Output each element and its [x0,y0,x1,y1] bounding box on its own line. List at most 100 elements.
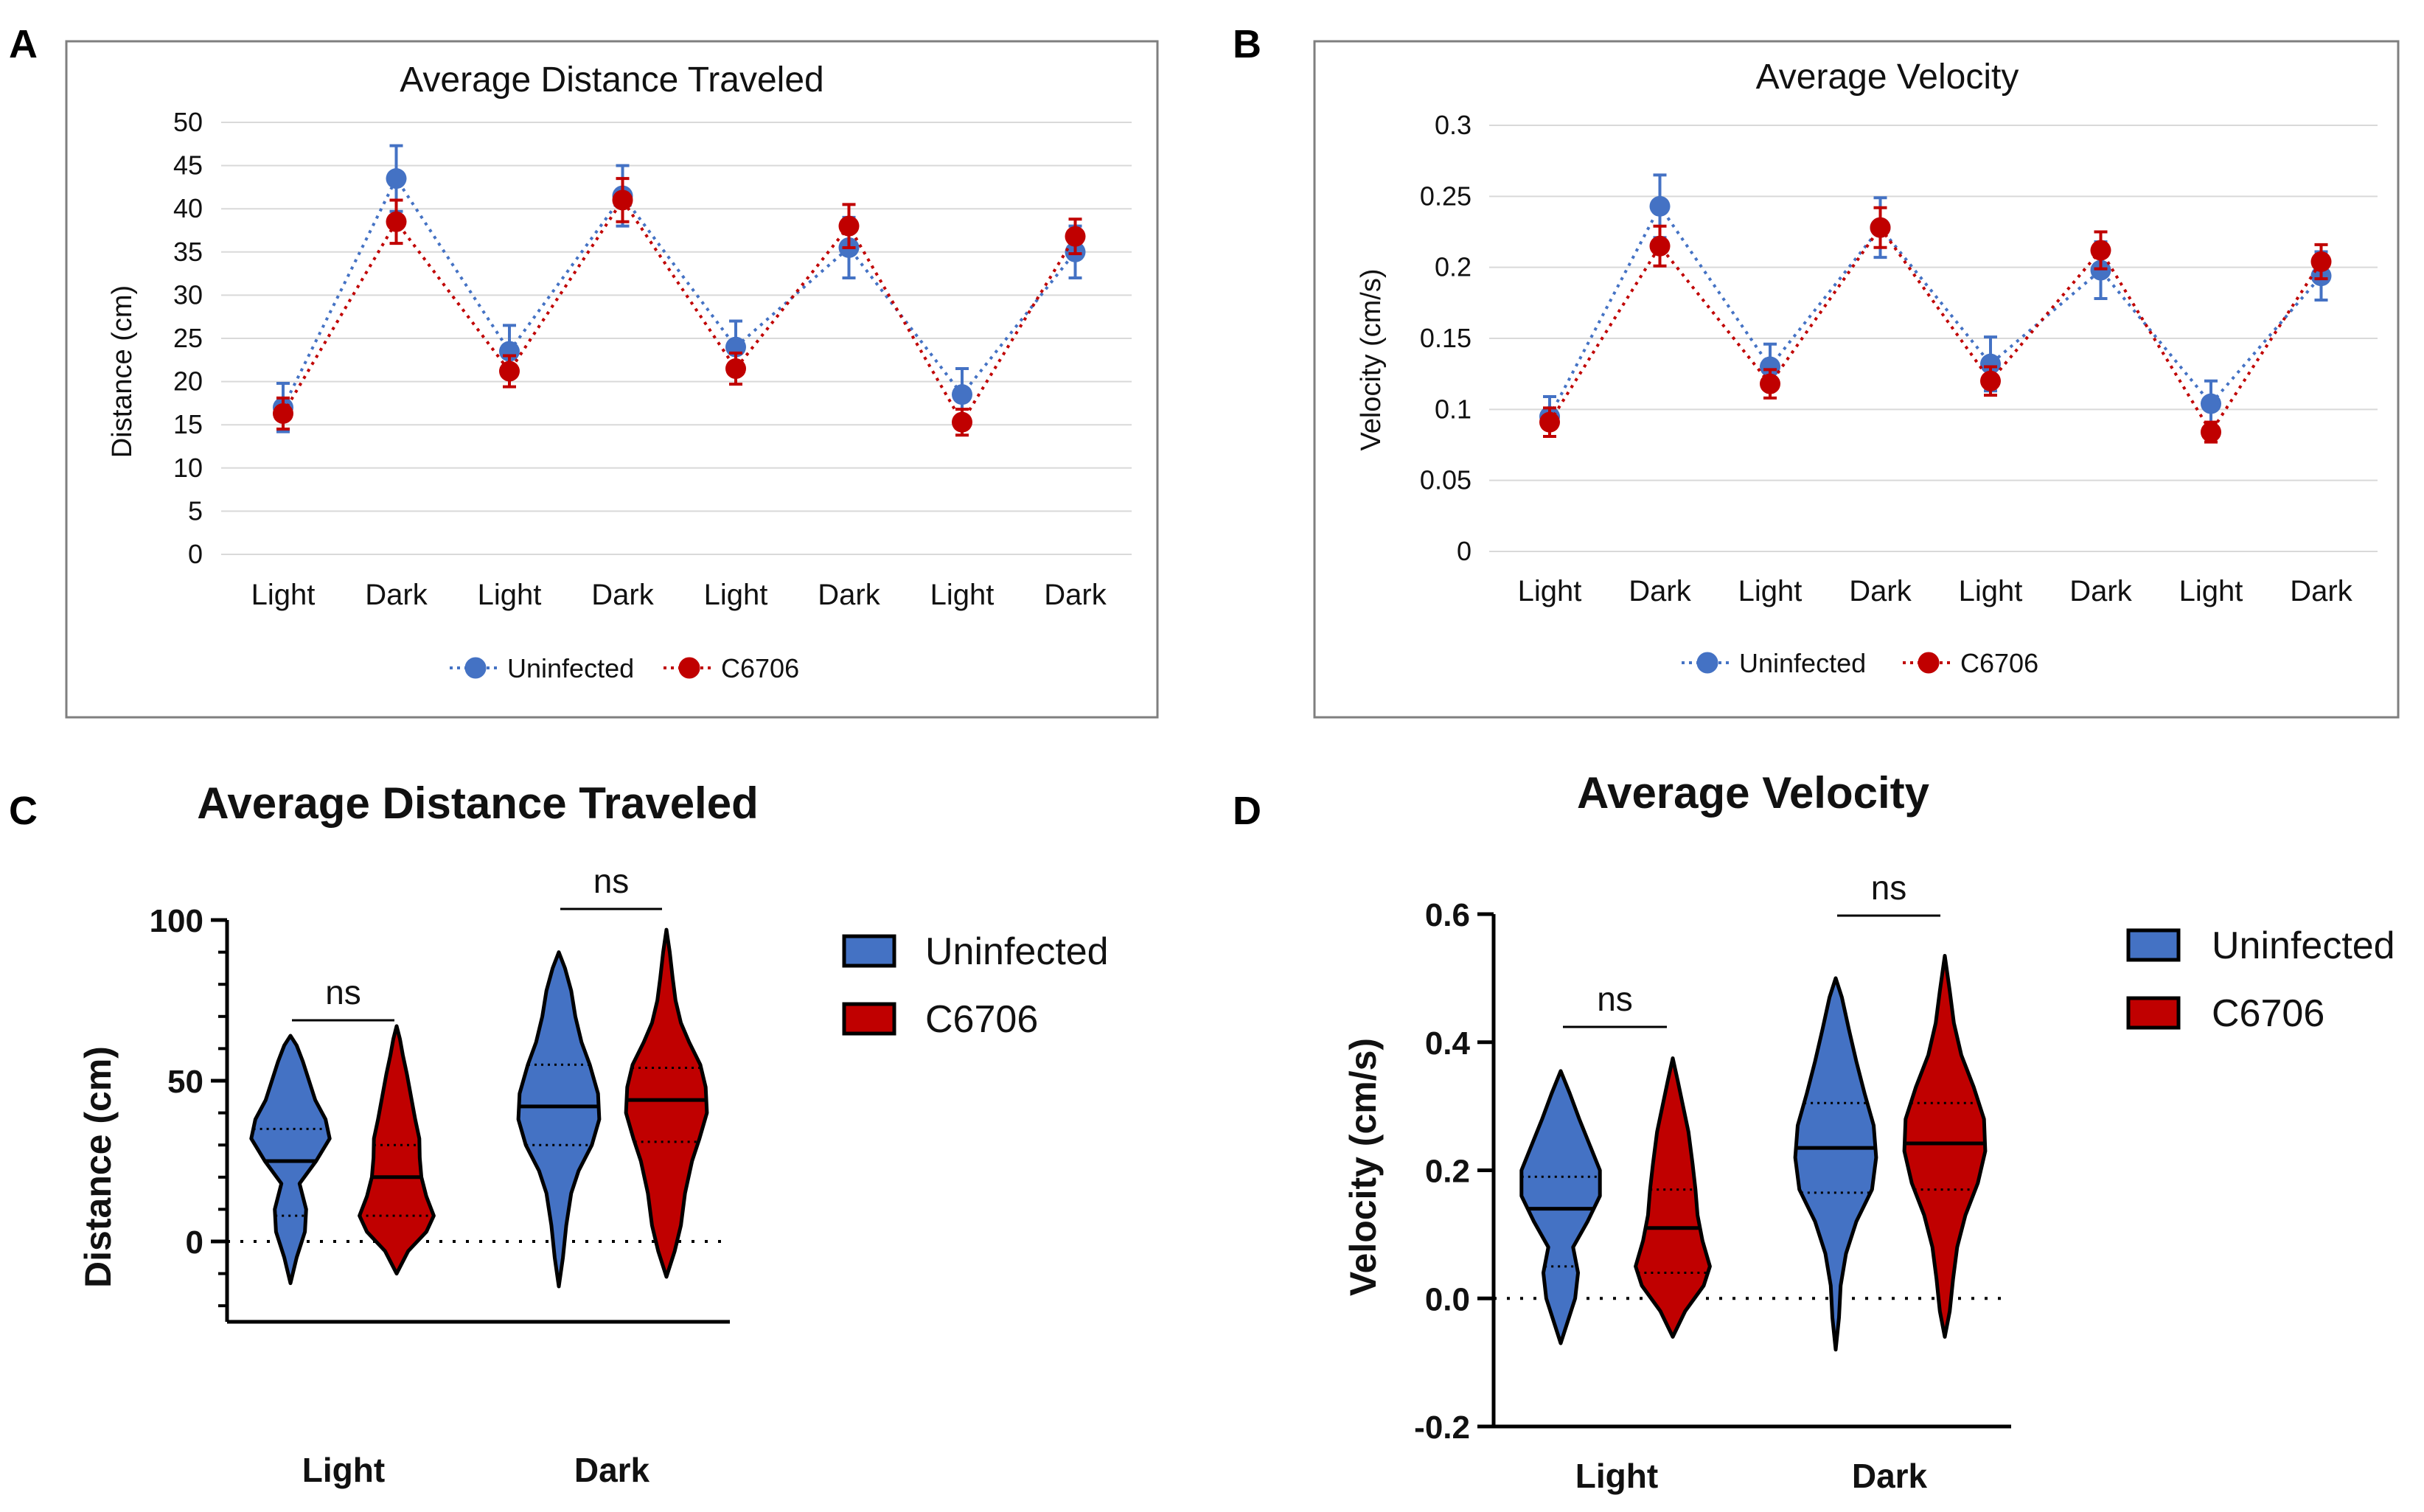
y-axis-label: Velocity (cm/s) [1356,268,1387,450]
violins [249,927,709,1289]
legend-label-uninfected: Uninfected [925,930,1109,973]
data-point [1870,217,1891,238]
x-tick-label: Dark [365,579,428,611]
y-tick-label: 0.05 [1420,465,1472,495]
x-tick-label: Dark [1852,1457,1928,1495]
violin-c6706-light [358,1024,436,1276]
x-tick-label: Light [1959,575,2023,607]
panel-a-line-chart: Average Distance Traveled Distance (cm) … [65,40,1159,719]
x-tick-label: Light [1518,575,1582,607]
legend-swatch-uninfected [2126,928,2181,962]
legend-label-c6706: C6706 [2212,992,2324,1035]
data-marks [1539,173,2332,444]
violin-uninfected-dark [1793,976,1878,1352]
x-tick-label: Dark [1629,575,1691,607]
x-tick-label: Light [2179,575,2243,607]
data-point [1760,373,1780,394]
legend-label-uninfected: Uninfected [2212,924,2395,967]
violin-c6706-light [1634,1056,1712,1339]
y-tick-labels: 0 5 10 15 20 25 30 35 40 45 50 [173,107,203,569]
x-tick-label: Light [704,579,768,611]
y-tick-label: 15 [173,409,203,439]
series-line-uninfected [1548,203,2323,417]
significance-label: ns [1597,980,1633,1018]
legend-label-c6706: C6706 [1960,648,2038,678]
y-tick-label: 0.15 [1420,323,1472,353]
x-tick-label: Dark [1849,575,1912,607]
x-tick-label: Dark [2069,575,2132,607]
series-line-c6706 [1548,225,2323,435]
data-point [2310,251,2332,272]
data-point [952,411,972,433]
significance-label: ns [325,973,361,1011]
violin-c6706-dark [624,927,709,1279]
y-tick-label: 50 [167,1064,203,1100]
chart-title: Average Distance Traveled [197,778,759,828]
data-point [386,211,407,232]
data-point [1649,235,1671,257]
y-tick-label: 30 [173,279,203,310]
y-tick-label: 100 [150,903,203,939]
y-tick-label: 0.0 [1425,1281,1470,1317]
data-point [273,403,293,424]
legend-marker-c6706 [678,657,700,679]
x-tick-labels: Light Dark [302,1451,650,1489]
y-axis-label: Velocity (cm/s) [1342,1038,1384,1296]
y-tick-label: 35 [173,237,203,267]
significance-label: ns [1871,868,1907,907]
y-tick-label: 40 [173,193,203,223]
x-tick-labels: Light Dark Light Dark Light Dark Light Dark [1518,575,2353,607]
series-line-uninfected [282,175,1077,408]
y-tick-labels: -0.2 0.0 0.2 0.4 0.6 [1414,897,1470,1446]
x-tick-label: Dark [591,579,654,611]
data-point [725,358,746,380]
y-tick-label: 10 [173,453,203,483]
y-tick-label: 0 [188,539,203,569]
legend-label-c6706: C6706 [721,653,799,683]
data-point [499,360,520,382]
data-point [838,215,860,237]
violin-c6706-dark [1902,953,1988,1339]
y-axis-label: Distance (cm) [77,1046,119,1288]
legend: Uninfected C6706 [842,930,1109,1041]
data-point [1980,353,2001,374]
legend-label-uninfected: Uninfected [507,653,634,683]
legend-swatch-c6706 [2126,996,2181,1030]
legend-marker-c6706 [1918,652,1940,674]
data-point [386,168,407,189]
y-tick-label: 0 [186,1224,203,1261]
panel-d-violin-chart: Average Velocity Velocity (cm/s) -0.2 0.0… [1342,768,2395,1495]
panel-label-b: B [1233,22,1261,66]
x-tick-label: Light [1738,575,1803,607]
data-point [1649,195,1671,217]
y-tick-label: 0.4 [1425,1025,1471,1062]
y-tick-label: 0.2 [1435,252,1472,282]
y-tick-label: 45 [173,150,203,181]
legend-swatch-c6706 [842,1002,896,1036]
significance-annotations: ns ns [1563,868,1940,1028]
y-tick-labels: 0 50 100 [150,903,203,1261]
legend-label-c6706: C6706 [925,998,1038,1041]
legend-label-uninfected: Uninfected [1739,648,1866,678]
panel-label-c: C [9,789,38,833]
panel-label-a: A [9,22,38,66]
x-tick-labels: Light Dark Light Dark Light Dark Light Dark [251,579,1107,611]
violin-uninfected-dark [516,950,602,1289]
y-tick-label: 0 [1457,536,1472,566]
y-tick-label: 0.2 [1425,1154,1470,1190]
legend: Uninfected C6706 [450,653,799,683]
chart-title: Average Distance Traveled [400,60,823,100]
x-tick-label: Light [478,579,542,611]
legend-marker-uninfected [1696,652,1718,674]
legend: Uninfected C6706 [2126,924,2395,1035]
x-tick-label: Light [930,579,995,611]
x-tick-label: Light [302,1451,385,1489]
y-axis-label: Distance (cm) [107,285,138,458]
legend: Uninfected C6706 [1682,648,2038,678]
data-point [2090,240,2111,261]
data-point [2201,393,2221,414]
panel-label-d: D [1233,789,1261,833]
panel-b-line-chart: Average Velocity Velocity (cm/s) 0 0.05 0.… [1313,40,2400,719]
y-tick-label: 0.1 [1435,394,1472,424]
